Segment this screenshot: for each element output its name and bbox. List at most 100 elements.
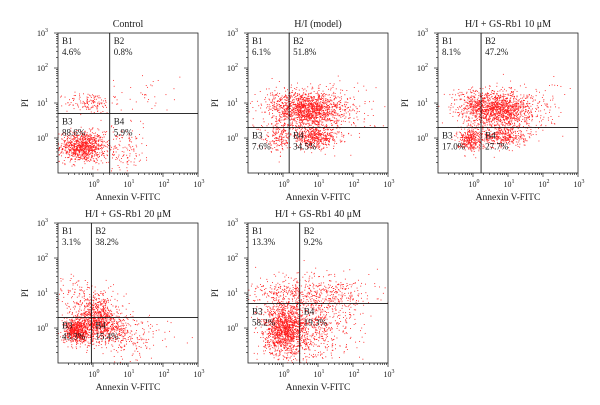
event-dot <box>298 119 300 121</box>
event-dot <box>75 145 77 147</box>
event-dot <box>126 167 128 169</box>
event-dot <box>324 95 326 97</box>
event-dot <box>91 141 93 143</box>
event-dot <box>278 144 280 146</box>
event-dot <box>310 107 312 109</box>
event-dot <box>281 141 283 143</box>
event-dot <box>488 100 490 102</box>
event-dot <box>487 114 489 116</box>
event-dot <box>78 145 80 147</box>
event-dot <box>60 152 62 154</box>
event-dot <box>292 118 294 120</box>
event-dot <box>496 116 498 118</box>
event-dot <box>500 95 502 97</box>
event-dot <box>525 105 526 107</box>
event-dot <box>277 140 279 141</box>
event-dot <box>467 108 469 110</box>
event-dot <box>85 158 87 160</box>
event-dot <box>333 148 335 149</box>
event-dot <box>116 158 118 160</box>
event-dot <box>518 105 520 107</box>
event-dot <box>302 111 304 113</box>
event-dot <box>315 128 317 130</box>
event-dot <box>550 106 552 108</box>
quadrant-b2-name: B2 <box>114 36 125 46</box>
event-dot <box>323 93 325 95</box>
event-dot <box>520 104 522 106</box>
event-dot <box>283 112 285 114</box>
event-dot <box>102 105 104 107</box>
event-dot <box>484 103 486 105</box>
event-dot <box>286 133 288 135</box>
event-dot <box>499 97 501 99</box>
event-dot <box>504 131 506 133</box>
event-dot <box>513 115 515 117</box>
event-dot <box>512 117 514 119</box>
event-dot <box>284 109 286 111</box>
event-dot <box>341 105 343 107</box>
event-dot <box>89 144 91 146</box>
event-dot <box>121 137 123 139</box>
event-dot <box>467 99 469 101</box>
event-dot <box>298 110 299 112</box>
event-dot <box>83 140 85 142</box>
event-dot <box>84 158 85 160</box>
event-dot <box>309 113 311 115</box>
event-dot <box>272 125 274 127</box>
event-dot <box>498 95 500 96</box>
event-dot <box>91 152 93 154</box>
event-dot <box>94 149 96 151</box>
event-dot <box>279 98 281 100</box>
event-dot <box>76 149 78 151</box>
event-dot <box>68 104 70 106</box>
event-dot <box>88 128 90 130</box>
event-dot <box>518 109 520 111</box>
event-dot <box>66 146 68 148</box>
event-dot <box>302 106 303 108</box>
event-dot <box>271 123 273 124</box>
event-dot <box>291 105 293 107</box>
event-dot <box>449 109 451 111</box>
event-dot <box>486 110 488 112</box>
event-dot <box>335 104 337 106</box>
event-dot <box>502 116 504 118</box>
event-dot <box>466 105 468 107</box>
event-dot <box>303 99 305 101</box>
event-dot <box>157 79 159 81</box>
event-dot <box>73 108 75 110</box>
event-dot <box>316 106 318 108</box>
event-dot <box>333 105 335 107</box>
event-dot <box>82 158 83 160</box>
event-dot <box>296 117 298 119</box>
event-dot <box>496 135 498 137</box>
event-dot <box>306 120 308 122</box>
event-dot <box>312 131 314 132</box>
event-dot <box>483 121 484 123</box>
event-dot <box>503 98 505 100</box>
event-dot <box>364 112 366 114</box>
event-dot <box>472 123 474 125</box>
event-dot <box>358 90 359 92</box>
event-dot <box>307 107 309 109</box>
event-dot <box>336 104 338 106</box>
event-dot <box>527 100 529 102</box>
event-dot <box>353 87 355 88</box>
event-dot <box>317 133 319 135</box>
event-dot <box>314 138 316 139</box>
event-dot <box>519 119 521 121</box>
event-dot <box>103 155 105 156</box>
event-dot <box>111 146 112 148</box>
event-dot <box>517 108 519 110</box>
event-dot <box>309 127 311 129</box>
event-dot <box>275 143 277 145</box>
event-dot <box>88 104 89 106</box>
event-dot <box>314 101 316 103</box>
event-dot <box>287 99 289 101</box>
event-dot <box>68 152 70 154</box>
event-dot <box>484 97 486 99</box>
event-dot <box>279 115 281 117</box>
event-dot <box>327 120 329 122</box>
event-dot <box>363 118 365 120</box>
event-dot <box>292 135 294 137</box>
event-dot <box>281 132 283 134</box>
